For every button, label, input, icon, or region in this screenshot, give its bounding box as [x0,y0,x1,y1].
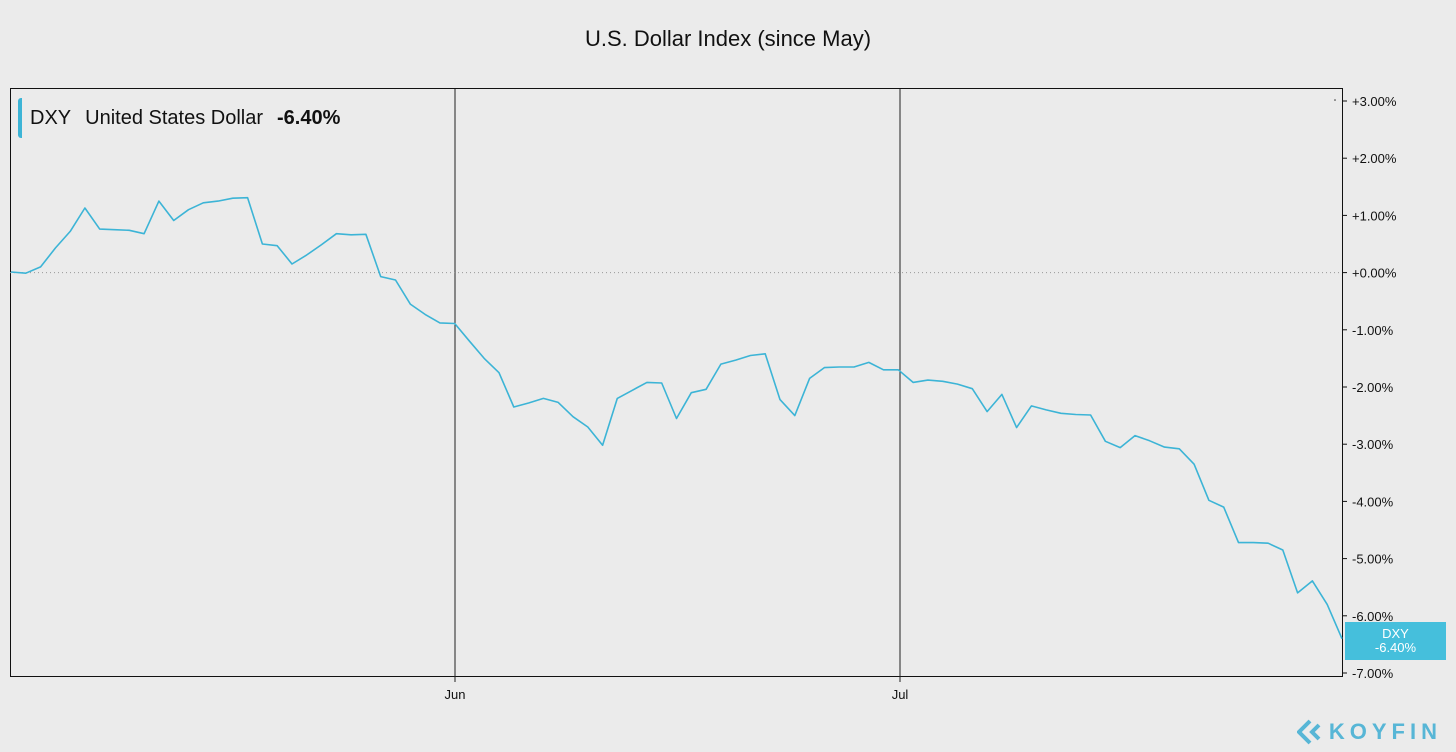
legend-label: United States Dollar [85,106,263,129]
corner-dot [1334,99,1336,101]
x-tick-label: Jul [892,687,909,702]
legend-value: -6.40% [277,106,341,129]
month-divider-lines [454,89,901,682]
koyfin-logo-icon [1296,719,1321,745]
y-tick-label: -1.00% [1352,323,1394,338]
x-axis-ticks: Jun Jul [445,687,909,702]
legend-symbol: DXY [30,106,72,129]
y-tick-label: -5.00% [1352,552,1394,567]
brand-name: KOYFIN [1328,719,1442,744]
y-tick-label: +3.00% [1352,94,1397,109]
y-tick-label: +1.00% [1352,208,1397,223]
series-legend: DXY United States Dollar -6.40% [18,98,354,138]
y-tick-label: -7.00% [1352,666,1394,681]
y-axis-ticks: +3.00% +2.00% +1.00% +0.00% -1.00% -2.00% -3.0… [1342,94,1397,681]
brand-logo: KOYFIN [1296,719,1442,745]
last-value-badge: DXY -6.40% [1345,622,1446,660]
y-tick-label: -2.00% [1352,380,1394,395]
badge-symbol: DXY [1382,626,1409,641]
x-tick-label: Jun [445,687,466,702]
y-tick-label: -3.00% [1352,437,1394,452]
series-line-dxy [10,196,1343,640]
plot-frame [10,88,1343,677]
badge-value: -6.40% [1374,640,1417,655]
chart-title: U.S. Dollar Index (since May) [584,26,872,51]
y-tick-label: +0.00% [1352,266,1397,281]
y-tick-label: -6.00% [1352,609,1394,624]
y-tick-label: -4.00% [1352,494,1394,509]
y-tick-label: +2.00% [1352,151,1397,166]
